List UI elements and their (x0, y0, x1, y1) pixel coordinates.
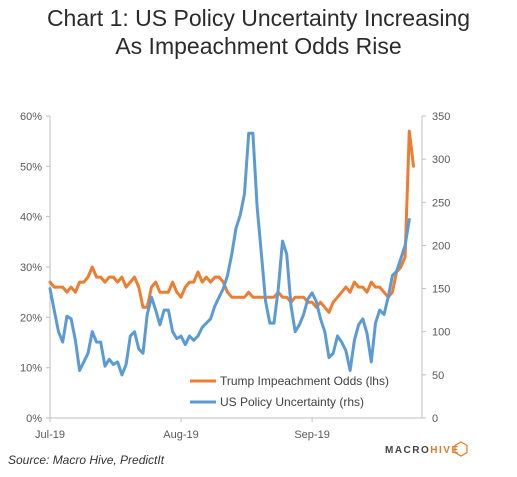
x-tick-label: Jul-19 (35, 429, 65, 441)
y-left-tick-label: 20% (20, 312, 42, 324)
y-right-tick-label: 350 (432, 111, 450, 123)
chart-title: Chart 1: US Policy Uncertainty Increasin… (0, 4, 517, 60)
y-left-tick-label: 60% (20, 111, 42, 123)
logo-text-hive: HIVE (430, 445, 460, 456)
y-right-tick-label: 300 (432, 154, 450, 166)
y-right-tick-label: 100 (432, 327, 450, 339)
y-left-tick-label: 10% (20, 363, 42, 375)
chart-title-line1: Chart 1: US Policy Uncertainty Increasin… (46, 5, 471, 31)
x-tick-label: Sep-19 (294, 429, 329, 441)
y-left-tick-label: 40% (20, 212, 42, 224)
series-line-policy-uncertainty (48, 131, 411, 377)
y-left-tick-label: 30% (20, 262, 42, 274)
y-right-tick-label: 150 (432, 284, 450, 296)
y-right-tick-label: 50 (432, 370, 444, 382)
legend-label-policy-uncertainty: US Policy Uncertainty (rhs) (220, 395, 364, 409)
chart-title-line2: As Impeachment Odds Rise (115, 33, 402, 59)
legend-label-impeachment-odds: Trump Impeachment Odds (lhs) (220, 374, 389, 388)
y-left-tick-label: 0% (26, 413, 42, 425)
y-right-tick-label: 200 (432, 240, 450, 252)
y-right-tick-label: 0 (432, 413, 438, 425)
logo-text-macro: MACRO (385, 445, 431, 456)
x-tick-label: Aug-19 (163, 429, 198, 441)
macro-hive-logo: MACROHIVE (385, 445, 460, 456)
logo-hexagon-icon (454, 441, 468, 457)
y-left-tick-label: 50% (20, 161, 42, 173)
series-line-impeachment-odds (48, 129, 415, 314)
source-note: Source: Macro Hive, PredictIt (8, 453, 165, 467)
y-right-tick-label: 250 (432, 197, 450, 209)
